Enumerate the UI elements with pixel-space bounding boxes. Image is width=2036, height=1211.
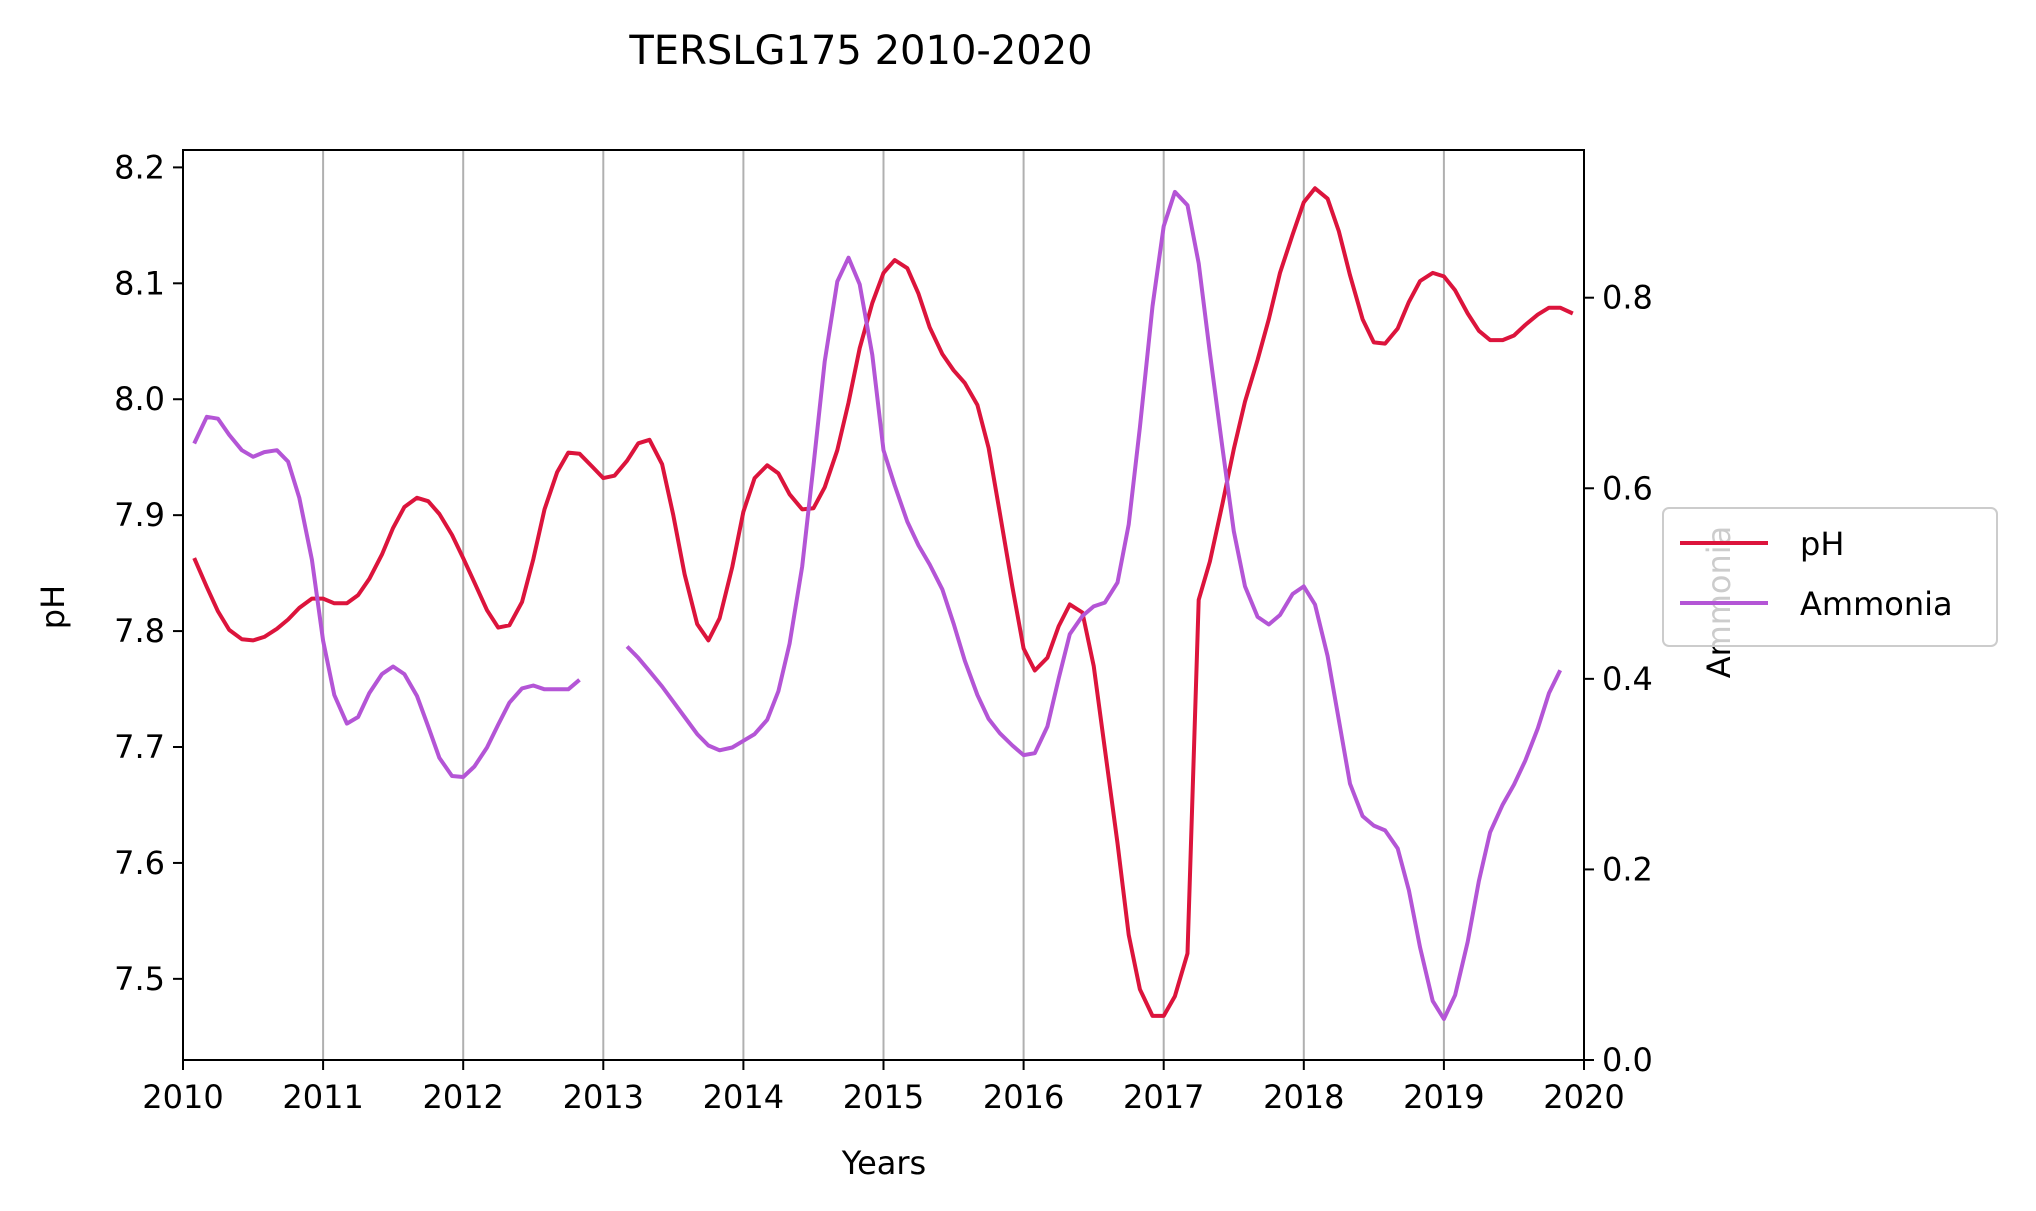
x-tick-label: 2020 [1543, 1078, 1624, 1116]
x-tick-label: 2017 [1123, 1078, 1204, 1116]
y2-tick-label: 0.6 [1602, 469, 1653, 507]
x-tick-label: 2016 [983, 1078, 1064, 1116]
y-axis-label: pH [34, 585, 72, 629]
x-tick-label: 2010 [142, 1078, 223, 1116]
series-line-ph [192, 186, 1574, 1018]
y-tick-label: 7.8 [114, 612, 165, 650]
y2-tick-label: 0.0 [1602, 1041, 1653, 1079]
legend: pH Ammonia [1662, 507, 1998, 647]
y-tick-label: 7.7 [114, 728, 165, 766]
x-tick-label: 2012 [422, 1078, 503, 1116]
series-lines [192, 186, 1574, 1021]
y2-tick-label: 0.8 [1602, 279, 1653, 317]
y-tick-label: 8.1 [114, 264, 165, 302]
x-grid-lines [322, 150, 1445, 1060]
x-tick-label: 2015 [843, 1078, 924, 1116]
x-tick-label: 2013 [563, 1078, 644, 1116]
y-axis-right: 0.0 0.2 0.4 0.6 0.8 [1584, 279, 1653, 1079]
y-tick-label: 7.6 [114, 844, 165, 882]
x-tick-label: 2011 [282, 1078, 363, 1116]
series-line-ammonia [192, 189, 1562, 1021]
y2-tick-label: 0.2 [1602, 850, 1653, 888]
y-tick-label: 7.9 [114, 496, 165, 534]
x-tick-label: 2014 [703, 1078, 784, 1116]
chart-title: TERSLG175 2010-2020 [628, 28, 1092, 74]
y-tick-label: 7.5 [114, 960, 165, 998]
legend-label-ammonia: Ammonia [1800, 585, 1953, 623]
y2-tick-label: 0.4 [1602, 660, 1653, 698]
y-tick-label: 8.2 [114, 148, 165, 186]
x-axis-label: Years [841, 1144, 926, 1182]
legend-label-ph: pH [1800, 525, 1844, 563]
x-tick-label: 2018 [1263, 1078, 1344, 1116]
x-axis: 2010 2011 2012 2013 2014 2015 2016 2017 2018 2019… [142, 1060, 1625, 1116]
y-tick-label: 8.0 [114, 380, 165, 418]
y-axis-left: 7.5 7.6 7.7 7.8 7.9 8.0 8.1 8.2 [114, 148, 183, 998]
x-tick-label: 2019 [1403, 1078, 1484, 1116]
